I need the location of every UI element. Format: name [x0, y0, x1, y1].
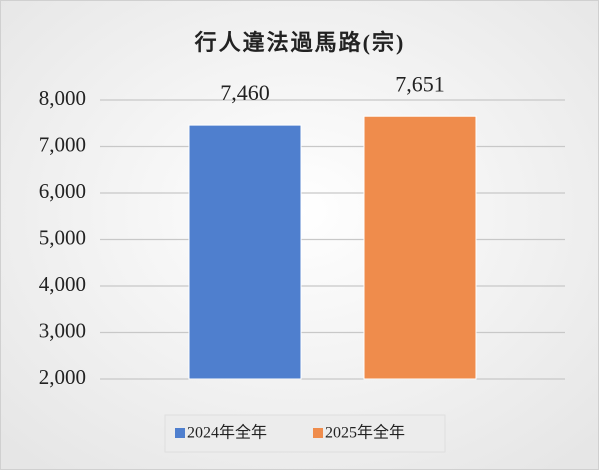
y-tick-label: 8,000 [39, 86, 86, 110]
value-label: 7,651 [395, 71, 445, 96]
bar [363, 115, 477, 380]
y-tick-label: 6,000 [39, 179, 86, 203]
legend-swatch [313, 428, 323, 438]
y-tick-label: 2,000 [39, 365, 86, 389]
legend-label: 2024年全年 [187, 424, 267, 442]
y-tick-label: 3,000 [39, 318, 86, 342]
y-tick-label: 5,000 [39, 225, 86, 249]
legend-box [164, 414, 446, 453]
bar [188, 124, 302, 380]
legend-swatch [175, 428, 185, 438]
legend-label: 2025年全年 [325, 424, 405, 442]
chart-title: 行人違法過馬路(宗) [194, 30, 406, 55]
y-tick-label: 4,000 [39, 272, 86, 296]
y-tick-label: 7,000 [39, 132, 86, 156]
value-label: 7,460 [220, 80, 270, 105]
